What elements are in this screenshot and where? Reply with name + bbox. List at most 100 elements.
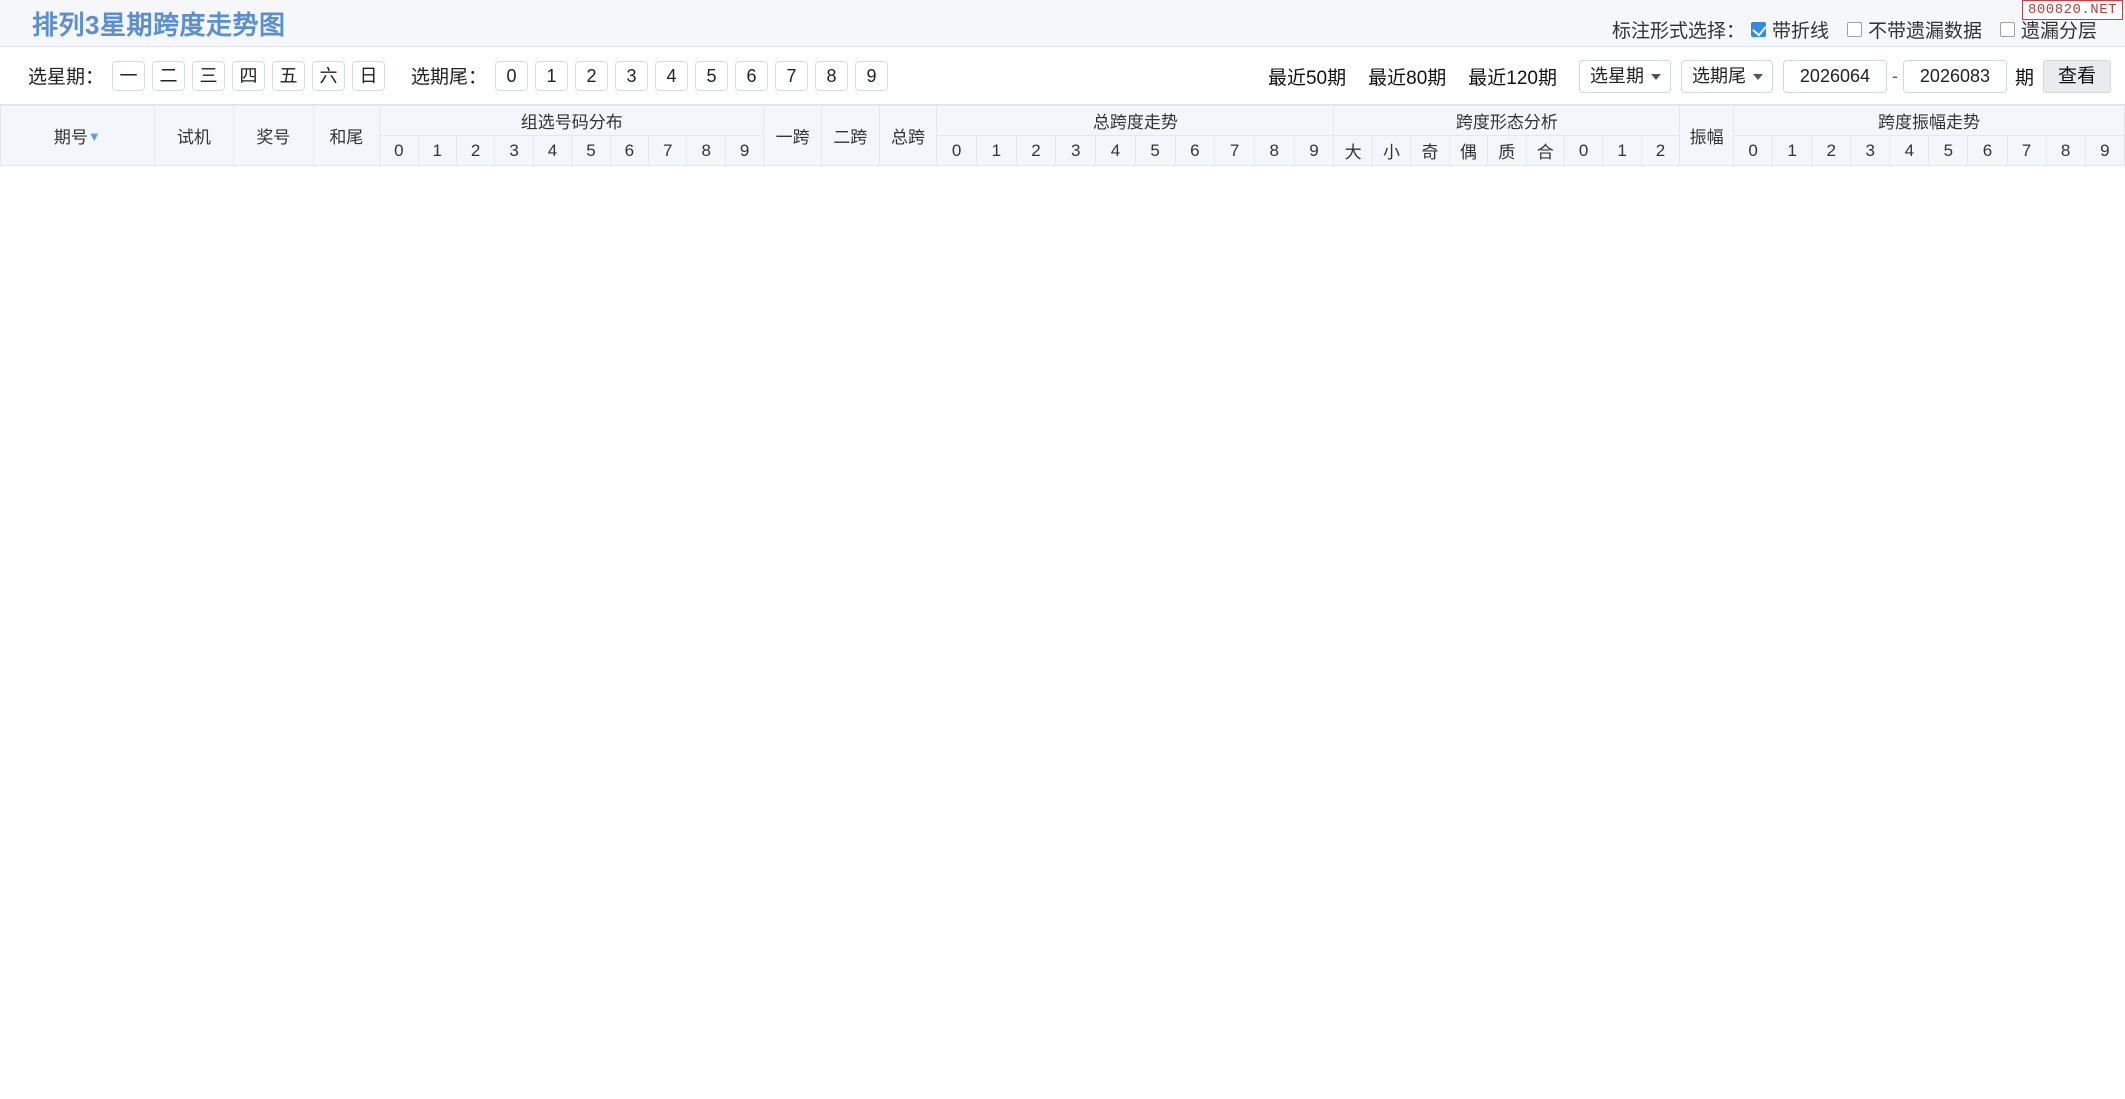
col-header-zuxuan-4: 4 (532, 135, 573, 166)
checkbox-miss-layer[interactable]: 遗漏分层 (1999, 16, 2097, 43)
header-row-top: 期号▼ 试机 奖号 和尾 组选号码分布 一跨 二跨 总跨 总跨度走势 跨度形态分… (0, 105, 2125, 166)
range-controls: 最近50期 最近80期 最近120期 选星期 选期尾 2026064 - 202… (1268, 60, 2111, 93)
tail-pill-7[interactable]: 7 (775, 60, 809, 91)
col-header-pos-0: 0 (1563, 135, 1604, 166)
col-header-zuxuan-5: 5 (571, 135, 611, 166)
col-header-he: 合 (1525, 135, 1565, 166)
col-header-ou: 偶 (1448, 135, 1489, 166)
weekday-filter-label: 选星期： (28, 67, 105, 88)
range-dash: - (1891, 66, 1898, 86)
weekday-pill-1[interactable]: 二 (152, 60, 186, 91)
checkbox-no-miss-data-box[interactable] (1846, 22, 1862, 37)
col-header-zhi: 质 (1487, 135, 1527, 166)
weekday-pill-6[interactable]: 日 (352, 60, 386, 91)
col-header-zongkua-3: 3 (1055, 135, 1097, 166)
checkbox-polyline[interactable]: 带折线 (1750, 16, 1829, 43)
tail-pill-5[interactable]: 5 (695, 60, 729, 91)
col-header-xiao: 小 (1371, 135, 1412, 166)
col-header-zongkua-4: 4 (1095, 135, 1136, 166)
weekday-pill-3[interactable]: 四 (232, 60, 266, 91)
recent-120-link[interactable]: 最近120期 (1468, 68, 1557, 89)
col-header-zongkua-5: 5 (1134, 135, 1176, 166)
weekday-pill-2[interactable]: 三 (192, 60, 226, 91)
col-header-zuxuan-8: 8 (686, 135, 726, 166)
weekday-pill-0[interactable]: 一 (112, 60, 146, 91)
col-header-zongkua-7: 7 (1214, 135, 1255, 166)
checkbox-no-miss-data[interactable]: 不带遗漏数据 (1846, 16, 1982, 43)
range-from-input[interactable]: 2026064 (1782, 60, 1887, 93)
tail-pill-3[interactable]: 3 (615, 60, 649, 91)
col-header-zuxuan-1: 1 (417, 135, 457, 166)
tail-pill-8[interactable]: 8 (815, 60, 849, 91)
col-header-jianghao: 奖号 (233, 105, 314, 166)
page-header: 排列3星期跨度走势图 标注形式选择： 带折线 不带遗漏数据 遗漏分层 80082… (0, 0, 2125, 47)
checkbox-no-miss-data-label: 不带遗漏数据 (1867, 21, 1982, 42)
range-unit-label: 期 (2014, 68, 2034, 89)
trend-table-wrapper: 期号▼ 试机 奖号 和尾 组选号码分布 一跨 二跨 总跨 总跨度走势 跨度形态分… (0, 105, 2125, 166)
mark-style-options: 标注形式选择： 带折线 不带遗漏数据 遗漏分层 (1612, 16, 2115, 43)
col-header-hewei: 和尾 (312, 105, 381, 166)
col-header-zf-8: 8 (2045, 135, 2086, 166)
col-header-zongkua-0: 0 (936, 135, 977, 166)
site-badge: 800820.NET (2021, 0, 2123, 20)
col-header-zuxuan-3: 3 (494, 135, 534, 166)
col-header-zf-0: 0 (1733, 135, 1774, 166)
col-header-zongkua-9: 9 (1293, 135, 1335, 166)
col-header-zf-6: 6 (1967, 135, 2008, 166)
tail-filter-label: 选期尾： (411, 67, 488, 88)
col-header-zuxuan-9: 9 (724, 135, 765, 166)
col-header-zongkua-1: 1 (975, 135, 1017, 166)
col-header-issue[interactable]: 期号▼ (0, 105, 155, 166)
col-header-zf-5: 5 (1928, 135, 1969, 166)
col-header-zuxuan-7: 7 (648, 135, 688, 166)
weekday-pill-5[interactable]: 六 (312, 60, 346, 91)
col-header-zuxuan-2: 2 (455, 135, 496, 166)
checkbox-polyline-label: 带折线 (1771, 21, 1829, 42)
recent-80-link[interactable]: 最近80期 (1368, 68, 1447, 89)
col-group-zuxuan: 组选号码分布 (379, 105, 765, 136)
sort-arrow-icon[interactable]: ▼ (87, 129, 101, 144)
col-header-zf-2: 2 (1811, 135, 1852, 166)
col-group-xingtai: 跨度形态分析 (1333, 105, 1681, 136)
col-header-erkua: 二跨 (821, 105, 880, 166)
col-header-pos-1: 1 (1602, 135, 1642, 166)
col-group-zhenfu-trend: 跨度振幅走势 (1733, 105, 2125, 136)
tail-pill-2[interactable]: 2 (575, 60, 609, 91)
weekday-pill-group: 一二三四五六日 (112, 60, 386, 91)
col-header-shiji: 试机 (153, 105, 235, 166)
col-header-zf-4: 4 (1889, 135, 1930, 166)
range-to-input[interactable]: 2026083 (1902, 60, 2007, 93)
col-header-zongkua-2: 2 (1015, 135, 1057, 166)
tail-pill-4[interactable]: 4 (655, 60, 689, 91)
trend-table: 期号▼ 试机 奖号 和尾 组选号码分布 一跨 二跨 总跨 总跨度走势 跨度形态分… (0, 105, 2125, 166)
checkbox-polyline-box[interactable] (1750, 22, 1766, 37)
col-header-zongkua-6: 6 (1174, 135, 1216, 166)
col-header-ji: 奇 (1410, 135, 1450, 166)
table-head: 期号▼ 试机 奖号 和尾 组选号码分布 一跨 二跨 总跨 总跨度走势 跨度形态分… (0, 105, 2125, 166)
col-header-zf-9: 9 (2084, 135, 2125, 166)
weekday-pill-4[interactable]: 五 (272, 60, 306, 91)
col-header-pos-2: 2 (1640, 135, 1681, 166)
trend-polyline-overlay (0, 105, 2125, 1015)
col-header-zf-1: 1 (1772, 135, 1813, 166)
tail-pill-1[interactable]: 1 (535, 60, 569, 91)
page-title: 排列3星期跨度走势图 (32, 9, 286, 40)
select-tail[interactable]: 选期尾 (1680, 60, 1773, 93)
recent-50-link[interactable]: 最近50期 (1267, 68, 1347, 89)
checkbox-miss-layer-label: 遗漏分层 (2020, 21, 2097, 42)
col-header-zuxuan-0: 0 (379, 135, 419, 166)
col-header-yikua: 一跨 (763, 105, 822, 166)
tail-pill-0[interactable]: 0 (495, 60, 529, 91)
col-header-zongkua-8: 8 (1253, 135, 1295, 166)
select-weekday[interactable]: 选星期 (1578, 60, 1671, 93)
view-button[interactable]: 查看 (2042, 60, 2111, 93)
col-header-zongkua: 总跨 (878, 105, 938, 166)
mark-style-label: 标注形式选择： (1611, 21, 1745, 42)
checkbox-miss-layer-box[interactable] (1999, 22, 2015, 37)
tail-pill-6[interactable]: 6 (735, 60, 769, 91)
tail-pill-9[interactable]: 9 (855, 60, 889, 91)
col-header-zf-3: 3 (1850, 135, 1891, 166)
